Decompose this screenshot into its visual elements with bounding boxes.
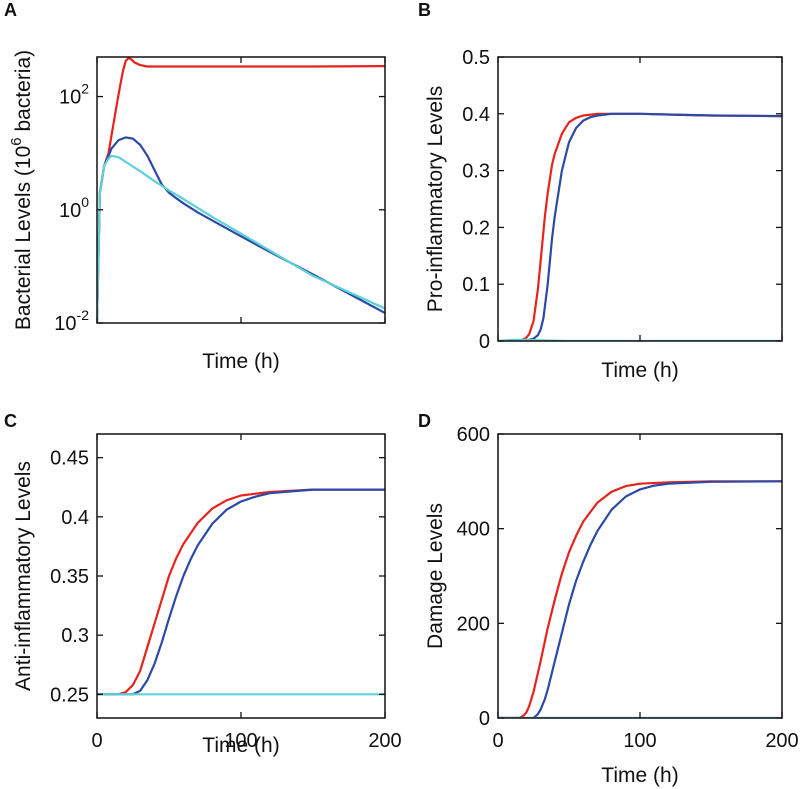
y-tick-label: 0.45 (50, 448, 89, 470)
x-axis-label: Time (h) (202, 350, 279, 373)
y-tick-label: 0.4 (462, 104, 490, 126)
x-tick-label: 200 (368, 730, 401, 752)
panel-letter: B (418, 0, 431, 20)
panel-letter: D (418, 411, 431, 431)
y-tick-label: 0.25 (50, 684, 89, 706)
plot-frame (96, 56, 386, 324)
y-tick-label: 0.5 (462, 47, 490, 69)
plot-frame (497, 56, 783, 342)
series-line-blue (498, 112, 782, 341)
y-tick-label: 10-2 (54, 307, 89, 335)
x-tick-label: 0 (492, 730, 503, 752)
series-line-red (498, 480, 782, 718)
y-tick-label: 0 (479, 331, 490, 353)
x-tick-label: 100 (623, 730, 656, 752)
panel-letter: C (4, 411, 17, 431)
plot-frame (497, 433, 783, 719)
series-line-blue (498, 480, 782, 718)
y-tick-label: 0.4 (61, 507, 89, 529)
y-tick-label: 0.3 (61, 625, 89, 647)
series-line-red (97, 488, 385, 696)
y-tick-label: 0.1 (462, 274, 490, 296)
y-tick-label-exp: 0 (81, 194, 89, 210)
y-tick-label: 600 (457, 424, 490, 446)
series-line-blue (97, 488, 385, 696)
y-axis-label-sup: 6 (8, 137, 25, 145)
x-tick-label: 0 (91, 730, 102, 752)
y-axis-label: Anti-inflammatory Levels (12, 461, 35, 691)
y-axis-label: Pro-inflammatory Levels (424, 86, 447, 312)
y-tick-label-exp: 2 (81, 81, 89, 97)
y-tick-label: 0 (479, 708, 490, 730)
y-tick-label: 200 (457, 613, 490, 635)
y-tick-label: 100 (59, 194, 89, 222)
y-axis-label: Damage Levels (424, 503, 447, 649)
series-line-red (97, 57, 385, 323)
panel-letter: A (4, 0, 17, 20)
series-line-red (498, 112, 782, 341)
plot-frame (96, 433, 386, 719)
y-tick-label: 0.3 (462, 161, 490, 183)
y-tick-label: 400 (457, 519, 490, 541)
y-tick-label: 102 (59, 81, 89, 109)
y-tick-label-base: 10 (59, 200, 81, 222)
y-tick-label: 0.35 (50, 566, 89, 588)
series-line-blue (97, 136, 385, 323)
x-tick-label: 200 (765, 730, 798, 752)
x-tick-label: 100 (224, 730, 257, 752)
y-tick-label-base: 10 (54, 313, 76, 335)
series-line-cyan (498, 338, 782, 341)
x-axis-label: Time (h) (601, 359, 678, 382)
y-axis-label-text: Bacterial Levels (10 (12, 146, 35, 330)
x-axis-label: Time (h) (601, 764, 678, 787)
panel-D: 0 200 400 600 0 100 200 Time (h) Damage Levels D (418, 411, 799, 787)
panel-B: 0 0.1 0.2 0.3 0.4 0.5 Time (h) Pro-inflammatory… (418, 0, 783, 382)
panel-C: 0.25 0.3 0.35 0.4 0.45 0 100 200 Time (h) Anti-in… (4, 411, 402, 757)
y-tick-label: 0.2 (462, 217, 490, 239)
y-axis-label: Bacterial Levels (106 bacteria) (8, 50, 35, 330)
y-tick-label-base: 10 (59, 87, 81, 109)
x-axis-label: Time (h) (202, 734, 279, 757)
series-line-cyan (97, 154, 385, 323)
y-axis-label-text: bacteria) (12, 50, 35, 138)
y-tick-label-exp: -2 (77, 307, 90, 323)
